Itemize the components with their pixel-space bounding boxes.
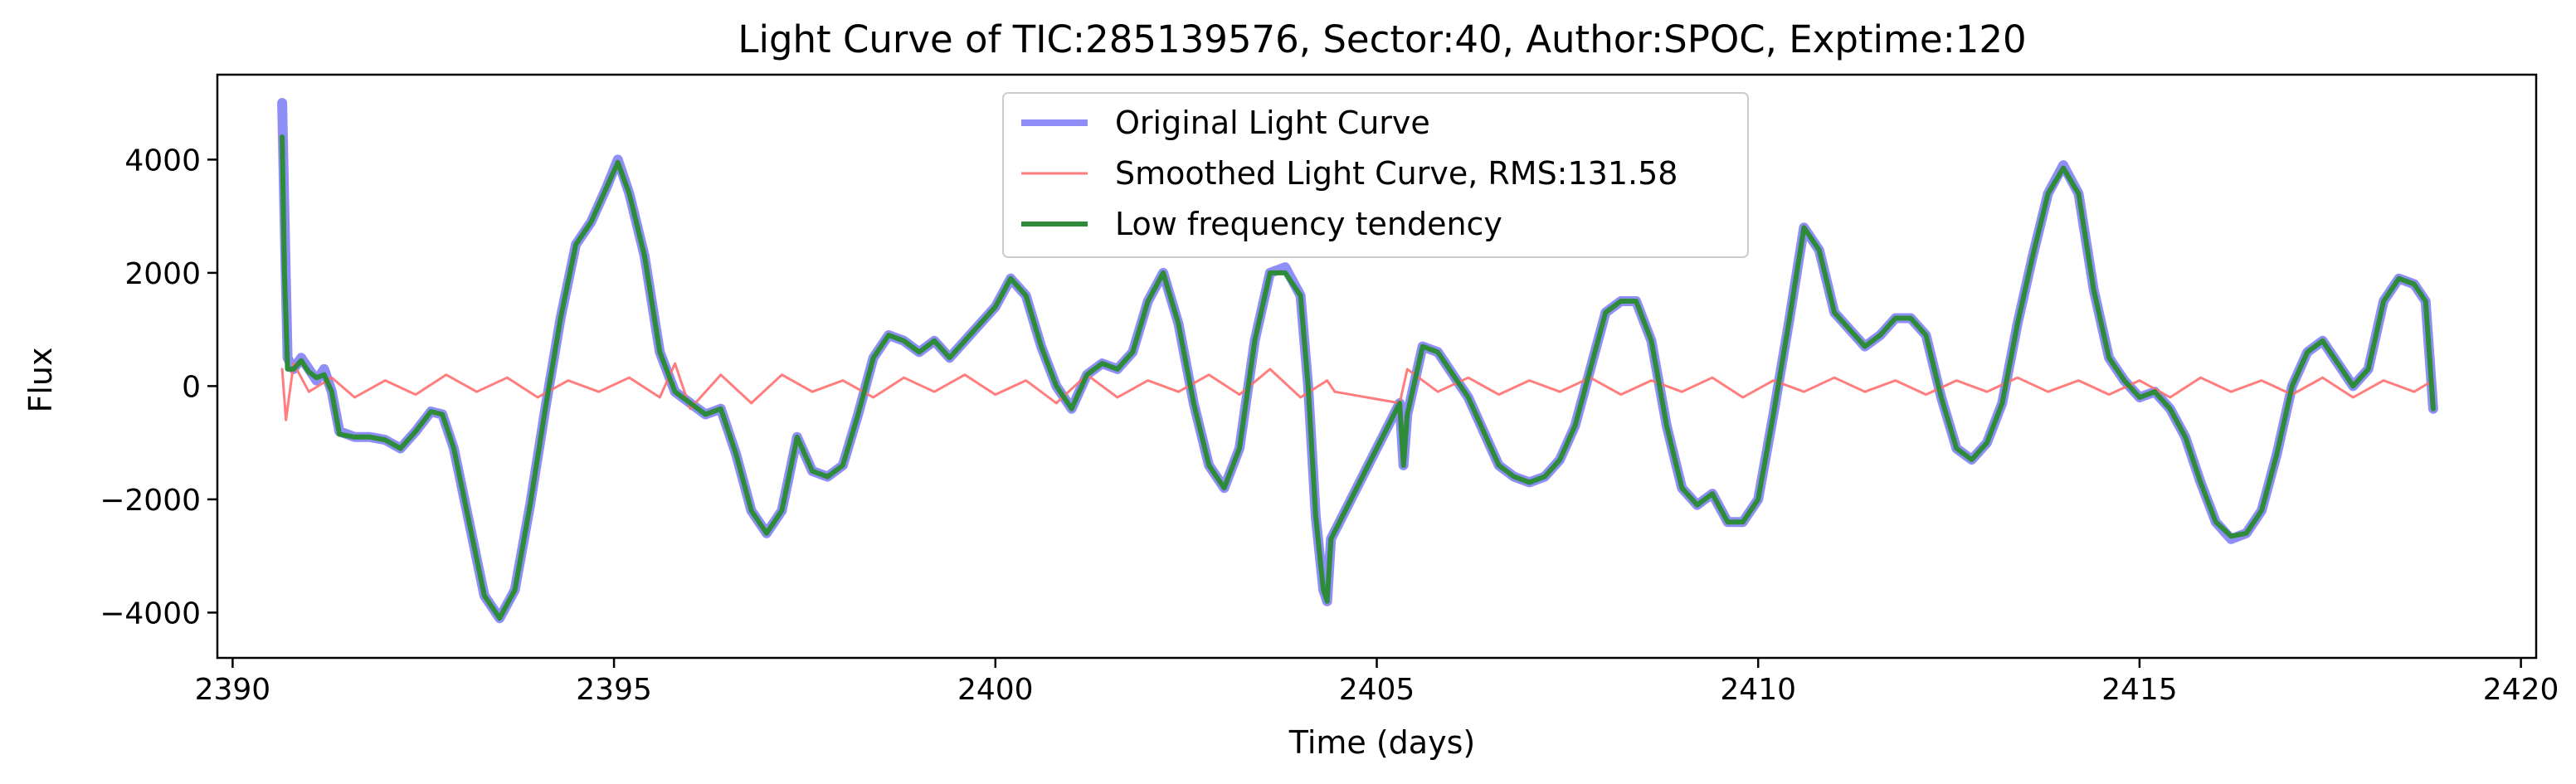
y-tick-label-2: 0 — [182, 370, 201, 404]
axes: 2390 2395 2400 2405 2410 2415 2420 −4000 −2000 0 2… — [100, 73, 2559, 707]
y-axis-label: Flux — [22, 348, 59, 413]
x-tick-label-5: 2415 — [2101, 673, 2178, 707]
y-tick-label-3: 2000 — [124, 257, 201, 291]
series-group — [277, 98, 2438, 624]
x-tick-label-2: 2400 — [957, 673, 1034, 707]
legend-label-3: Low frequency tendency — [1115, 206, 1502, 242]
x-tick-label-1: 2395 — [576, 673, 652, 707]
legend: Original Light Curve Smoothed Light Curve… — [1002, 92, 1749, 258]
x-tick-label-0: 2390 — [195, 673, 271, 707]
chart-title: Light Curve of TIC:285139576, Sector:40,… — [738, 17, 2026, 61]
legend-label-1: Original Light Curve — [1115, 105, 1430, 141]
y-tick-label-1: −2000 — [100, 484, 201, 518]
legend-label-2: Smoothed Light Curve, RMS:131.58 — [1115, 155, 1678, 192]
x-tick-label-4: 2410 — [1720, 673, 1796, 707]
y-tick-label-0: −4000 — [100, 597, 201, 631]
series-line-3 — [280, 134, 2436, 621]
legend-box — [1002, 92, 1749, 258]
plot-area — [277, 98, 2438, 624]
x-axis-label: Time (days) — [1288, 724, 1475, 761]
x-tick-label-6: 2420 — [2483, 673, 2559, 707]
x-tick-label-3: 2405 — [1339, 673, 1415, 707]
y-tick-label-4: 4000 — [124, 144, 201, 178]
series-line-2 — [280, 362, 2435, 421]
